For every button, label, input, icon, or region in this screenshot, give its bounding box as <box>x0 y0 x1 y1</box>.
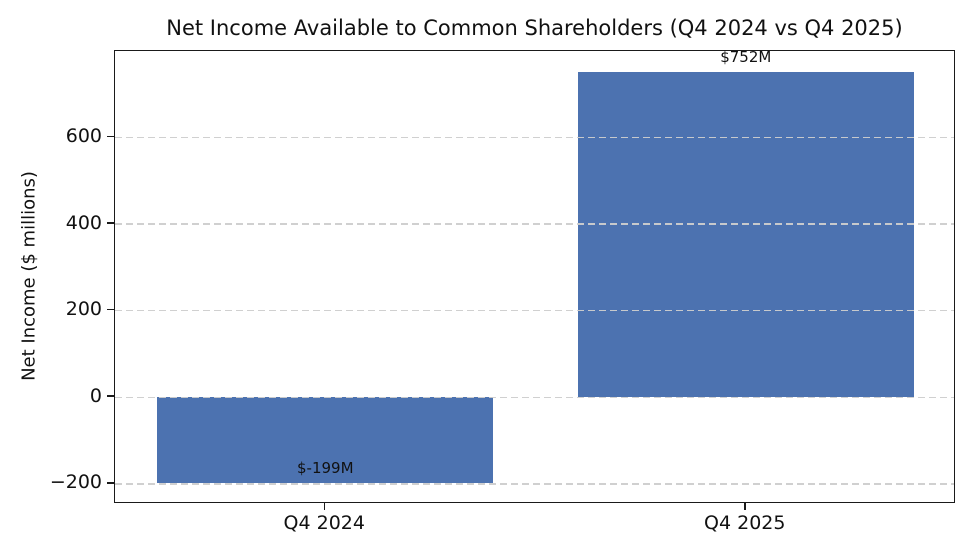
annotations-layer: $-199M $752M <box>115 47 954 502</box>
y-tick-label: 600 <box>65 124 102 147</box>
plot-area: $-199M $752M <box>114 47 955 503</box>
y-axis-title: Net Income ($ millions) <box>18 171 40 381</box>
y-tick-mark <box>107 482 114 484</box>
bar-value-label: $752M <box>720 47 772 66</box>
y-tick-mark <box>107 308 114 311</box>
x-tick-mark <box>323 503 325 510</box>
y-tick-label: 400 <box>65 211 102 234</box>
y-tick-mark <box>107 395 114 397</box>
y-tick-mark <box>107 135 114 138</box>
y-gridline <box>115 223 954 225</box>
chart-title: Net Income Available to Common Sharehold… <box>166 16 903 40</box>
y-gridline <box>115 136 954 139</box>
bar-value-label: $-199M <box>296 459 354 478</box>
y-gridline <box>115 309 954 312</box>
x-tick-mark <box>744 503 746 510</box>
y-tick-mark <box>107 222 114 224</box>
x-tick-label: Q4 2025 <box>704 512 786 534</box>
x-tick-label: Q4 2024 <box>283 512 365 534</box>
y-gridline <box>115 483 954 485</box>
bar <box>577 71 914 398</box>
bars-layer <box>115 51 954 502</box>
grid-layer <box>115 51 954 502</box>
y-tick-label: 200 <box>65 298 102 321</box>
bar <box>157 397 494 484</box>
y-tick-label: −200 <box>49 471 102 494</box>
y-gridline <box>115 396 954 398</box>
y-tick-label: 0 <box>89 384 102 407</box>
